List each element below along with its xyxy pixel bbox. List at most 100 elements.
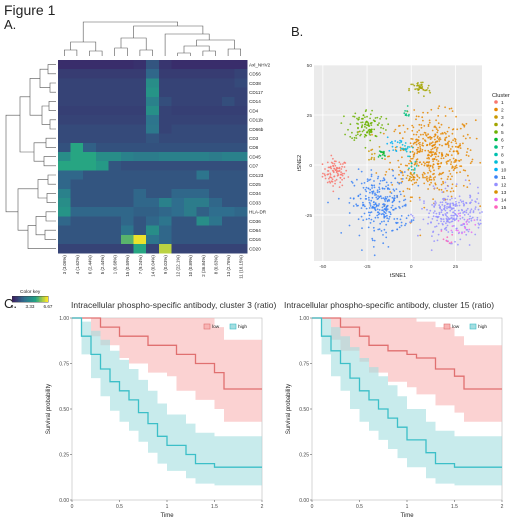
tsne-point [391,229,393,232]
tsne-point [455,217,458,220]
tsne-point [435,119,437,122]
tsne-point [446,236,449,239]
tsne-point [416,150,419,153]
tsne-point [428,169,431,172]
tsne-point [368,207,371,209]
heatmap-cell [221,244,235,254]
tsne-point [421,142,424,145]
tsne-point [428,179,431,181]
heatmap-row-label: Axl_NHV2 [249,62,271,67]
heatmap-cell [221,207,235,217]
tsne-point [401,180,404,183]
tsne-point [430,181,432,184]
tsne-point [409,150,412,153]
tsne-point [341,178,343,181]
tsne-point [422,161,425,164]
tsne-point [446,206,448,208]
tsne-point [466,133,469,136]
tsne-point [428,143,431,146]
heatmap-cell [70,152,84,162]
tsne-point [360,170,363,173]
tsne-point [326,161,329,164]
heatmap-cell [234,234,248,245]
tsne-point [440,123,443,126]
heatmap-cell [221,87,235,98]
tsne-point [411,196,413,199]
heatmap-cell [221,142,235,153]
tsne-point [466,151,468,154]
tsne-point [355,203,358,206]
heatmap-cell [171,60,185,70]
color-key-swatch [24,296,26,302]
tsne-point [379,180,382,182]
tsne-point [396,145,398,148]
tsne-point [467,230,470,233]
tsne-point [438,137,441,139]
tsne-point [374,135,377,137]
dendrogram-branch [196,39,235,49]
tsne-point [427,172,429,174]
tsne-point [402,190,405,193]
tsne-point [426,144,428,146]
heatmap-panel: Axl_NHV2CD56CD38CD117CD14CD4CD11bCD66bCD… [5,21,271,309]
tsne-point [385,231,387,234]
tsne-point [435,225,438,228]
tsne-point [339,176,342,179]
tsne-point [383,205,385,208]
heatmap-col-labels: 3 (3.06%) 4 (1.62%) 6 (2.44%) 5 (2.44%) 1 (6… [62,255,243,279]
tsne-point [376,191,379,194]
tsne-point [426,177,428,180]
tsne-point [369,205,372,207]
tsne-point [444,201,447,204]
heatmap-cell [121,142,134,153]
tsne-point [382,212,384,215]
heatmap-cell [196,234,210,245]
heatmap-row-label: CD20 [249,246,261,251]
tsne-point [440,228,443,231]
color-key-swatch [45,296,47,302]
tsne-point [416,82,419,85]
tsne-point [454,240,456,243]
tsne-point [428,183,431,186]
tsne-cluster-6 [377,150,386,160]
tsne-point [439,201,442,204]
heatmap-cell [158,60,172,70]
tsne-point [367,196,370,199]
tsne-point [373,203,375,206]
tsne-point [451,145,454,148]
tsne-point [416,131,419,133]
tsne-point [381,124,383,126]
km-left-curve-low [72,317,262,390]
heatmap-cell [133,198,147,208]
tsne-point [437,129,439,132]
tsne-point [384,196,387,198]
tsne-point [441,201,444,204]
heatmap-cell [95,216,109,226]
tsne-point [421,116,424,119]
tsne-point [357,218,360,221]
heatmap-col-label: 8 (0.63%) [213,255,218,275]
heatmap-cell [234,60,248,70]
tsne-point [432,166,434,169]
heatmap-cell [158,198,172,208]
tsne-point [447,185,450,188]
heatmap-cell [196,216,210,226]
heatmap-cell [133,244,147,254]
tsne-point [424,149,427,152]
heatmap-cell [146,161,160,171]
tsne-point [448,135,450,137]
dendrogram-branch [64,49,78,56]
tsne-point [456,128,459,131]
tsne-point [455,115,457,118]
tsne-point [378,203,380,205]
heatmap-cell [146,152,160,162]
heatmap-row-label: CD14 [249,99,261,104]
tsne-point [405,177,408,180]
tsne-point [465,221,468,223]
heatmap-cell [108,207,122,217]
heatmap-cell [70,216,84,226]
tsne-point [451,128,454,131]
tsne-point [356,131,359,133]
tsne-point [444,106,446,109]
tsne-point [422,89,425,91]
